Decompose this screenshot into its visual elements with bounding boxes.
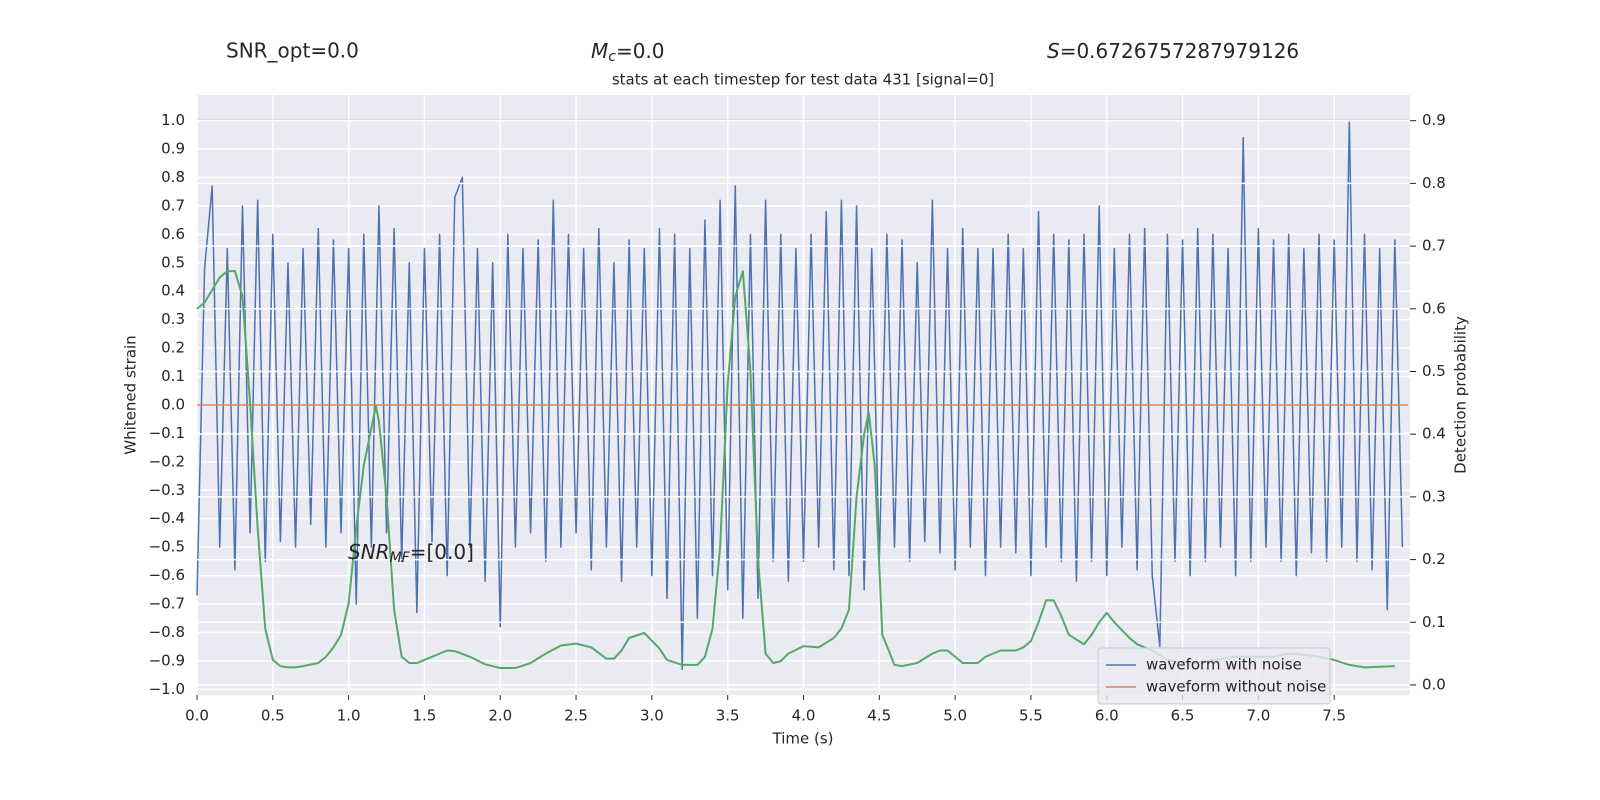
x-tick-label: 7.0: [1246, 707, 1270, 725]
x-tick-label: 1.5: [413, 707, 437, 725]
y-tick-label: 0.4: [161, 282, 185, 300]
y-tick-label: −0.3: [149, 481, 185, 499]
header-value: =0.6726757287979126: [1060, 39, 1299, 63]
annotation-value: =[0.0]: [410, 540, 474, 564]
y-tick-label: −0.6: [149, 566, 185, 584]
x-tick-label: 3.5: [716, 707, 740, 725]
y2-tick-label: 0.4: [1422, 425, 1446, 443]
annotation-symbol: SNR: [348, 540, 390, 564]
y2-tick-label: 0.1: [1422, 613, 1446, 631]
y2-tick-label: 0.7: [1422, 237, 1446, 255]
series-layer: [196, 270, 1395, 670]
y2-tick-label: 0.6: [1422, 299, 1446, 317]
y-tick-label: −0.9: [149, 651, 185, 669]
header-subscript: c: [608, 49, 616, 65]
y2-tick-label: 0.8: [1422, 174, 1446, 192]
header-text: Mc=0.0: [591, 39, 665, 66]
legend-label: waveform without noise: [1146, 678, 1326, 696]
axes: 0.0 0.5 1.0 1.5 2.0 2.5 3.0 3.5 4.0 4.5 5.0 5.5 6.0 6…: [149, 111, 1446, 724]
y-tick-label: 0.8: [161, 168, 185, 186]
y-tick-label: −0.7: [149, 595, 185, 613]
x-tick-label: 6.5: [1171, 707, 1195, 725]
legend-box: [1097, 647, 1331, 705]
x-tick-label: 0.5: [261, 707, 285, 725]
y2-tick-label: 0.3: [1422, 487, 1446, 505]
line-series: [196, 270, 1395, 670]
header-symbol: M: [591, 39, 608, 63]
y-tick-label: −0.4: [149, 509, 185, 527]
header-text: SNR_opt=0.0: [226, 39, 359, 63]
x-tick-label: 7.5: [1322, 707, 1346, 725]
y-tick-label: 0.3: [161, 310, 185, 328]
x-tick-label: 3.0: [640, 707, 664, 725]
y-tick-label: 0.1: [161, 367, 185, 385]
x-tick-label: 1.0: [337, 707, 361, 725]
y-axis-title: Whitened strain: [122, 335, 140, 454]
y-tick-label: −1.0: [149, 680, 185, 698]
header-value: =0.0: [616, 39, 665, 63]
y-tick-label: 1.0: [161, 111, 185, 129]
x-tick-label: 5.5: [1019, 707, 1043, 725]
legend: waveform with noise waveform without nois…: [1097, 647, 1331, 705]
y-tick-label: −0.2: [149, 452, 185, 470]
x-tick-label: 2.5: [564, 707, 588, 725]
y-tick-label: 0.2: [161, 339, 185, 357]
x-tick-label: 2.0: [488, 707, 512, 725]
header-text: S=0.6726757287979126: [1047, 39, 1299, 63]
y-tick-label: 0.7: [161, 196, 185, 214]
y2-axis-title: Detection probability: [1452, 316, 1470, 474]
annotation-subscript: MF: [390, 550, 411, 566]
x-tick-label: 4.0: [792, 707, 816, 725]
x-axis-title: Time (s): [772, 730, 834, 748]
x-tick-label: 4.5: [867, 707, 891, 725]
y2-tick-label: 0.2: [1422, 550, 1446, 568]
y-tick-label: −0.8: [149, 623, 185, 641]
legend-label: waveform with noise: [1146, 656, 1302, 674]
y-tick-label: 0.0: [161, 395, 185, 413]
y-tick-label: −0.1: [149, 424, 185, 442]
x-tick-label: 0.0: [185, 707, 209, 725]
y2-tick-label: 0.9: [1422, 111, 1446, 129]
y2-tick-label: 0.5: [1422, 362, 1446, 380]
y-tick-label: −0.5: [149, 538, 185, 556]
grid: [197, 119, 1410, 686]
chart-title: stats at each timestep for test data 431…: [612, 71, 994, 89]
header-symbol: S: [1047, 39, 1060, 63]
y-tick-label: 0.6: [161, 225, 185, 243]
annotation: SNRMF=[0.0]: [348, 540, 474, 567]
x-tick-label: 6.0: [1095, 707, 1119, 725]
y-tick-label: 0.9: [161, 140, 185, 158]
y2-tick-label: 0.0: [1422, 675, 1446, 693]
x-tick-label: 5.0: [943, 707, 967, 725]
y-tick-label: 0.5: [161, 253, 185, 271]
